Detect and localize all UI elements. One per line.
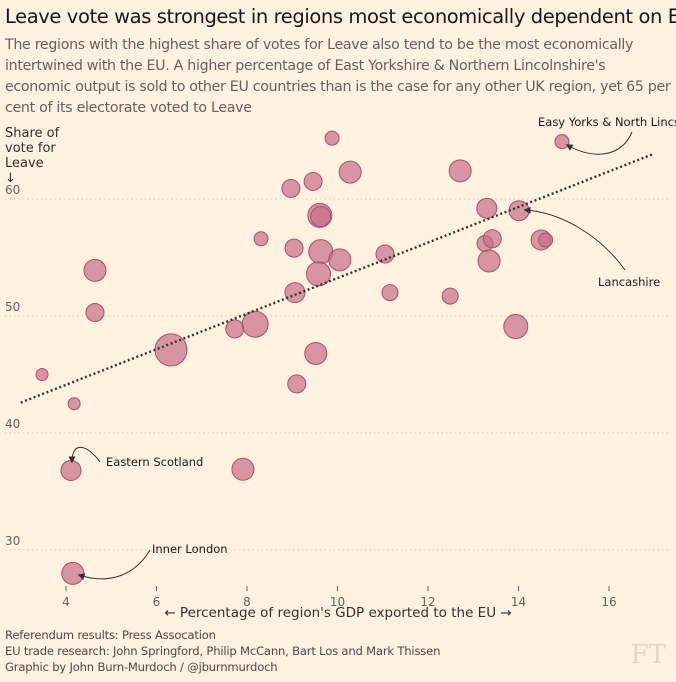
data-point <box>241 310 269 338</box>
data-point <box>67 397 81 411</box>
x-tick-label: 12 <box>420 595 435 609</box>
ft-logo: FT <box>630 640 666 670</box>
data-point <box>303 171 323 191</box>
annotation-label: Lancashire <box>598 275 660 289</box>
annotation-arrow <box>68 446 101 464</box>
data-point <box>381 284 399 302</box>
data-point <box>287 374 307 394</box>
x-tick-label: 4 <box>62 595 70 609</box>
y-tick-label: 60 <box>5 183 20 197</box>
data-point <box>253 231 269 247</box>
y-tick-label: 50 <box>5 300 20 314</box>
data-point <box>61 561 85 585</box>
data-point <box>503 314 529 340</box>
data-point <box>310 206 332 228</box>
annotation-arrow <box>77 549 151 581</box>
data-point <box>85 302 105 322</box>
annotation-arrow <box>565 131 633 155</box>
data-point <box>448 159 472 183</box>
credit: Graphic by John Burn-Murdoch / @jburnmur… <box>5 660 278 674</box>
data-point <box>225 319 245 339</box>
footer: Referendum results: Press Assocation EU … <box>5 627 440 675</box>
data-point <box>35 368 49 381</box>
data-point <box>476 197 498 219</box>
annotation-label: Inner London <box>152 542 228 556</box>
data-point <box>324 130 340 146</box>
data-point <box>554 134 570 150</box>
y-axis-label: Share of vote for Leave ↓ <box>5 126 60 186</box>
data-point <box>304 341 328 365</box>
data-point <box>281 178 301 198</box>
source-trade: EU trade research: John Springford, Phil… <box>5 644 441 658</box>
x-tick-label: 6 <box>153 595 161 609</box>
data-point <box>328 248 352 272</box>
data-point <box>231 457 255 481</box>
chart-subtitle: The regions with the highest share of vo… <box>5 37 671 116</box>
data-point <box>83 258 107 282</box>
trend-line <box>20 153 653 404</box>
chart-title: Leave vote was strongest in regions most… <box>5 5 676 28</box>
data-point <box>538 232 554 248</box>
data-point <box>305 261 331 287</box>
data-point <box>441 287 459 305</box>
annotation-label: Eastern Scotland <box>106 455 203 469</box>
data-point <box>284 238 304 258</box>
data-point <box>338 160 362 184</box>
data-point <box>60 459 82 481</box>
y-tick-label: 40 <box>5 417 20 431</box>
x-tick-label: 8 <box>243 595 251 609</box>
source-referendum: Referendum results: Press Assocation <box>5 628 216 642</box>
x-axis-label: ← Percentage of region's GDP exported to… <box>164 605 511 621</box>
data-point <box>154 333 188 367</box>
data-point <box>482 229 502 249</box>
x-tick-label: 16 <box>601 595 616 609</box>
annotation-label: Easy Yorks & North Lincs <box>538 115 676 129</box>
data-point <box>477 249 501 273</box>
annotation-arrow <box>523 206 626 271</box>
data-point <box>284 282 306 304</box>
x-tick-label: 10 <box>330 595 345 609</box>
y-tick-label: 30 <box>5 534 20 548</box>
x-tick-label: 14 <box>511 595 526 609</box>
